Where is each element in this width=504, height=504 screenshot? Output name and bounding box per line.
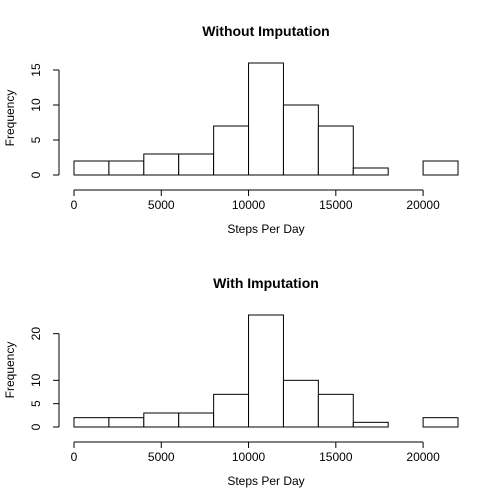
histogram-bar xyxy=(422,417,459,428)
x-tick-label: 0 xyxy=(71,450,78,464)
y-tick-label: 5 xyxy=(29,136,43,143)
y-tick-label: 15 xyxy=(29,63,43,77)
y-tick-label: 5 xyxy=(29,400,43,407)
histogram-panel-without-imputation: Without Imputation Steps Per Day Frequen… xyxy=(3,23,459,236)
histogram-bar xyxy=(213,393,250,428)
histogram-bar xyxy=(178,153,215,176)
histogram-bar xyxy=(352,167,389,176)
y-tick-label: 10 xyxy=(29,98,43,112)
histogram-bar xyxy=(108,160,145,176)
histogram-bar xyxy=(143,153,180,176)
y-tick-label: 20 xyxy=(29,327,43,341)
x-tick-label: 10000 xyxy=(232,450,266,464)
x-axis-label: Steps Per Day xyxy=(227,474,304,488)
x-tick-label: 20000 xyxy=(406,198,440,212)
chart-title: Without Imputation xyxy=(202,23,329,39)
chart-title: With Imputation xyxy=(213,275,319,291)
histogram-bar xyxy=(352,421,389,428)
histogram-panel-with-imputation: With Imputation Steps Per Day Frequency … xyxy=(3,275,459,488)
histogram-bar xyxy=(73,160,110,176)
x-tick-label: 0 xyxy=(71,198,78,212)
histogram-bar xyxy=(213,125,250,176)
y-axis-label: Frequency xyxy=(3,90,17,147)
x-axis: 0 5000 10000 15000 20000 xyxy=(71,189,440,212)
histogram-bar xyxy=(282,379,319,428)
bars xyxy=(73,62,459,176)
x-axis: 0 5000 10000 15000 20000 xyxy=(71,441,440,464)
histogram-bar xyxy=(317,125,354,176)
x-tick-label: 5000 xyxy=(148,450,175,464)
histogram-bar xyxy=(282,104,319,176)
x-tick-label: 5000 xyxy=(148,198,175,212)
y-axis-label: Frequency xyxy=(3,342,17,399)
y-axis: 0 5 10 15 xyxy=(29,63,60,178)
y-tick-label: 0 xyxy=(29,423,43,430)
x-tick-label: 10000 xyxy=(232,198,266,212)
y-tick-label: 10 xyxy=(29,373,43,387)
x-tick-label: 20000 xyxy=(406,450,440,464)
histogram-bar xyxy=(422,160,459,176)
x-tick-label: 15000 xyxy=(319,198,353,212)
x-tick-label: 15000 xyxy=(319,450,353,464)
y-axis: 0 5 10 20 xyxy=(29,327,60,430)
histogram-bar xyxy=(248,62,284,176)
histogram-bar xyxy=(73,417,110,428)
x-axis-label: Steps Per Day xyxy=(227,222,304,236)
y-tick-label: 0 xyxy=(29,171,43,178)
histogram-bar xyxy=(178,412,215,428)
histogram-bar xyxy=(108,417,145,428)
histogram-bar xyxy=(248,314,284,428)
histogram-bar xyxy=(143,412,180,428)
bars xyxy=(73,314,459,428)
histogram-bar xyxy=(317,393,354,428)
